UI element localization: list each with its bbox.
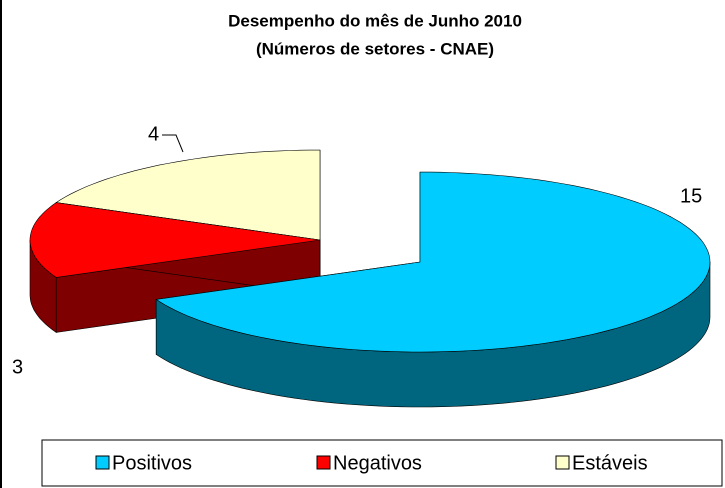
slice-top bbox=[55, 149, 321, 241]
legend-label: Positivos bbox=[112, 452, 192, 474]
chart-subtitle: (Números de setores - CNAE) bbox=[256, 39, 494, 58]
legend-swatch bbox=[555, 455, 570, 470]
data-label: 15 bbox=[680, 185, 702, 207]
slice bbox=[29, 202, 321, 333]
leader-line bbox=[162, 134, 184, 153]
data-label: 3 bbox=[12, 356, 23, 378]
chart-title: Desempenho do mês de Junho 2010 bbox=[228, 11, 522, 30]
legend-box bbox=[41, 439, 723, 487]
slice-top bbox=[155, 171, 711, 353]
legend-swatch bbox=[95, 455, 110, 470]
legend-swatch bbox=[316, 455, 331, 470]
legend-label: Estáveis bbox=[572, 452, 648, 474]
slice-top bbox=[29, 202, 321, 278]
data-label: 4 bbox=[148, 123, 159, 145]
pie bbox=[29, 149, 711, 408]
slice bbox=[155, 171, 711, 408]
legend-label: Negativos bbox=[333, 452, 422, 474]
